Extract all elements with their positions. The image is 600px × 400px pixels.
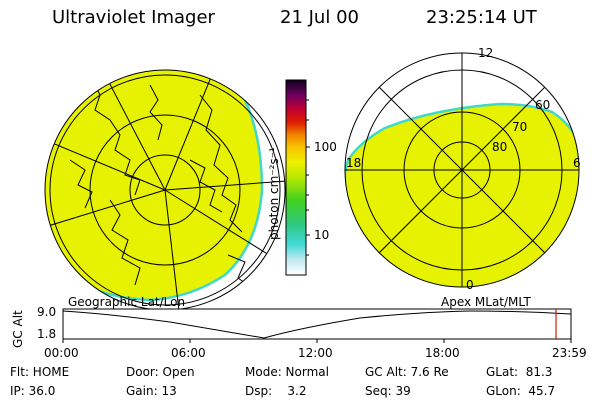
- mlat-label-60: 60: [535, 98, 551, 112]
- time-tick-0600: 06:00: [171, 346, 206, 360]
- time-tick-1200: 12:00: [298, 346, 333, 360]
- status-flt: Flt: HOME: [10, 365, 70, 379]
- date-label: 21 Jul 00: [280, 7, 359, 28]
- altitude-curve: [62, 310, 572, 339]
- status-door: Door: Open: [126, 365, 195, 379]
- altitude-ytick-max: 9.0: [37, 305, 57, 319]
- time-tick-2359: 23:59: [552, 346, 587, 360]
- time-tick-0000: 00:00: [44, 346, 79, 360]
- time-tick-1800: 18:00: [425, 346, 460, 360]
- status-mode: Mode: Normal: [245, 365, 329, 379]
- altitude-ylabel: GC Alt: [11, 310, 25, 348]
- mlat-label-80: 80: [492, 140, 508, 154]
- status-glat: GLat: 81.3: [486, 365, 553, 379]
- colorbar-unit-label: photon cm⁻²s⁻¹: [267, 147, 281, 240]
- mlt-polar-plot: [344, 52, 580, 288]
- status-gc-alt: GC Alt: 7.6 Re: [365, 365, 449, 379]
- status-gain: Gain: 13: [126, 384, 177, 398]
- instrument-title: Ultraviolet Imager: [52, 7, 215, 28]
- left-map-caption: Geographic Lat/Lon: [68, 295, 186, 309]
- mlt-label-18: 18: [346, 156, 362, 170]
- mlt-label-6: 6: [573, 156, 581, 170]
- right-map-caption: Apex MLat/MLT: [441, 295, 531, 309]
- status-glon: GLon: 45.7: [486, 384, 556, 398]
- status-ip: IP: 36.0: [10, 384, 56, 398]
- mlat-label-70: 70: [512, 120, 528, 134]
- colorbar-tick-100: 100: [314, 140, 337, 154]
- status-dsp: Dsp: 3.2: [245, 384, 307, 398]
- time-label: 23:25:14 UT: [426, 7, 537, 28]
- status-seq: Seq: 39: [365, 384, 411, 398]
- mlt-label-0: 0: [466, 278, 474, 292]
- altitude-ytick-min: 1.8: [37, 327, 57, 341]
- mlt-label-12: 12: [478, 46, 494, 60]
- altitude-plot: [62, 308, 572, 343]
- colorbar-tick-10: 10: [314, 228, 330, 242]
- colorbar: [285, 79, 310, 276]
- geographic-map: [44, 69, 286, 311]
